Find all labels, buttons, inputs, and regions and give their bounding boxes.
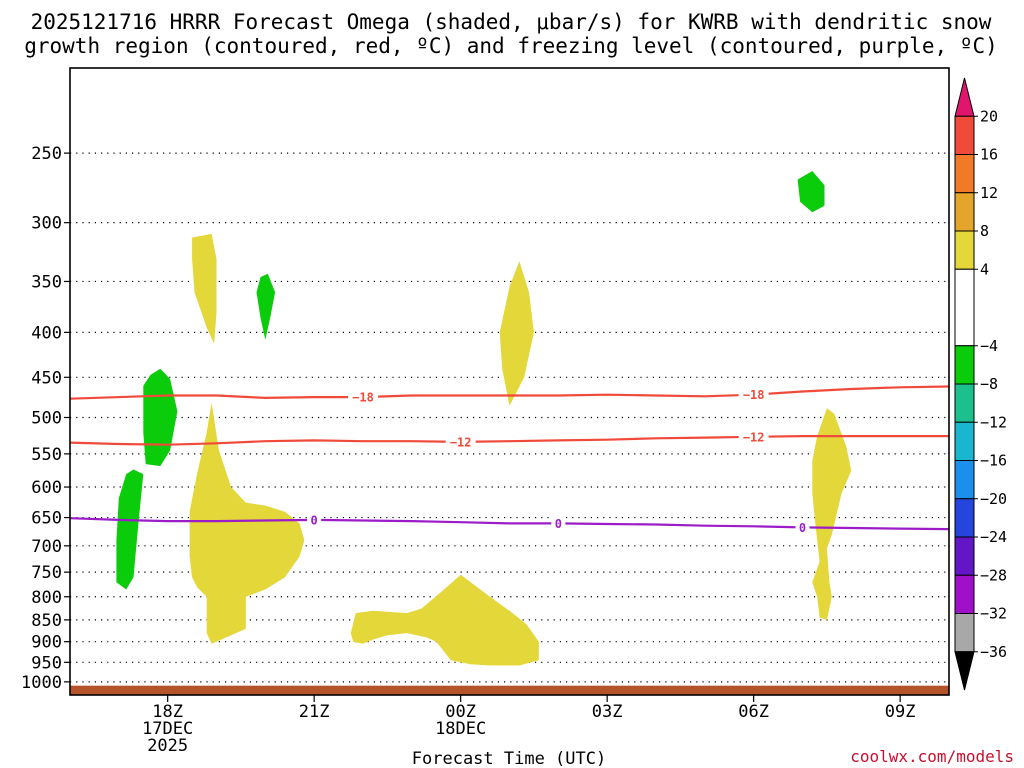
plot-area: −18 −18 −12 −12 0 0 0 <box>69 67 950 696</box>
y-axis: 2503003504004505005506006507007508008509… <box>21 144 70 693</box>
x-tick-label: 21Z <box>299 702 330 722</box>
y-tick-label: 650 <box>31 509 62 529</box>
colorbar-segment <box>954 115 975 155</box>
omega-shading <box>116 171 852 666</box>
contour-label-bg <box>445 434 476 449</box>
omega-region <box>143 368 178 467</box>
contour-label-bg <box>348 390 378 405</box>
x-axis-label: Forecast Time (UTC) <box>412 749 606 768</box>
colorbar-label: −4 <box>980 337 998 355</box>
contour-label: −18 <box>743 388 765 402</box>
y-tick-label: 1000 <box>21 673 62 693</box>
contour-label-bg <box>795 520 810 535</box>
colorbar-label: 16 <box>980 146 998 164</box>
y-tick-label: 400 <box>31 323 62 343</box>
colorbar-label: 8 <box>980 222 989 240</box>
contour-label: −12 <box>743 430 765 444</box>
colorbar-label: −36 <box>980 643 1007 661</box>
y-tick-label: 600 <box>31 478 62 498</box>
contour-label: −12 <box>450 435 472 449</box>
colorbar-segment <box>954 230 975 270</box>
chart-title-line-2: growth region (contoured, red, ºC) and f… <box>24 34 998 58</box>
colorbar-segment <box>954 574 975 614</box>
x-tick-label: 00Z <box>445 702 476 722</box>
y-tick-label: 950 <box>31 653 62 673</box>
colorbar-label: −12 <box>980 413 1007 431</box>
colorbar-segment <box>954 383 975 423</box>
colorbar-segment <box>954 613 975 653</box>
contour-label: 0 <box>799 521 806 535</box>
contour-label: −18 <box>352 391 374 405</box>
x-tick-label: 17DEC <box>142 719 193 739</box>
y-tick-label: 700 <box>31 537 62 557</box>
grid <box>70 152 949 683</box>
y-tick-label: 550 <box>31 445 62 465</box>
omega-region <box>499 261 534 406</box>
colorbar-segment <box>954 421 975 461</box>
chart-title-line-1: 2025121716 HRRR Forecast Omega (shaded, … <box>31 10 992 34</box>
colorbar-label: −8 <box>980 375 998 393</box>
colorbar-segment <box>954 268 975 347</box>
y-tick-label: 300 <box>31 214 62 234</box>
colorbar-arrow-down <box>954 651 975 691</box>
contour-line <box>69 385 950 400</box>
contour-label-bg <box>307 512 322 527</box>
plot-frame <box>69 67 950 696</box>
colorbar-label: 4 <box>980 260 989 278</box>
contour-label-bg <box>551 516 566 531</box>
x-tick-label: 03Z <box>592 702 623 722</box>
colorbar-label: −16 <box>980 452 1007 470</box>
colorbar-label: 20 <box>980 107 998 125</box>
omega-region <box>256 273 276 340</box>
omega-region <box>116 469 144 590</box>
colorbar-label: 12 <box>980 184 998 202</box>
colorbar: 20 16 12 8 4 −4 −8 −12 −16 −20 −24 −28 −32 −36 <box>954 77 1007 691</box>
omega-region <box>189 402 305 644</box>
omega-region <box>192 233 217 344</box>
colorbar-segment <box>954 192 975 232</box>
y-tick-label: 450 <box>31 368 62 388</box>
y-tick-label: 900 <box>31 633 62 653</box>
y-tick-label: 500 <box>31 408 62 428</box>
x-tick-label: 18DEC <box>435 719 486 739</box>
colorbar-label: −32 <box>980 605 1007 623</box>
surface-terrain <box>70 685 949 695</box>
omega-region <box>797 171 825 213</box>
y-tick-label: 250 <box>31 144 62 164</box>
x-tick-label: 09Z <box>885 702 916 722</box>
y-tick-label: 800 <box>31 588 62 608</box>
colorbar-segment <box>954 536 975 576</box>
y-tick-label: 750 <box>31 563 62 583</box>
y-tick-label: 850 <box>31 611 62 631</box>
contour-line <box>69 435 949 446</box>
omega-region <box>812 408 852 620</box>
colorbar-segment <box>954 345 975 385</box>
omega-region <box>350 574 539 666</box>
x-tick-label: 2025 <box>147 736 188 756</box>
x-tick-label: 06Z <box>738 702 769 722</box>
y-tick-label: 350 <box>31 272 62 292</box>
contour-label: 0 <box>311 513 318 527</box>
contour-label: 0 <box>555 517 562 531</box>
contour-label-bg <box>738 387 769 402</box>
contours: −18 −18 −12 −12 0 0 0 <box>69 385 950 535</box>
colorbar-segment <box>954 498 975 538</box>
colorbar-label: −28 <box>980 566 1007 584</box>
credit-text: coolwx.com/models <box>850 747 1014 766</box>
colorbar-label: −24 <box>980 528 1007 546</box>
colorbar-segment <box>954 154 975 194</box>
colorbar-segment <box>954 460 975 500</box>
colorbar-label: −20 <box>980 490 1007 508</box>
colorbar-arrow-up <box>954 77 975 117</box>
x-tick-label: 18Z <box>152 702 183 722</box>
contour-label-bg <box>738 429 769 444</box>
